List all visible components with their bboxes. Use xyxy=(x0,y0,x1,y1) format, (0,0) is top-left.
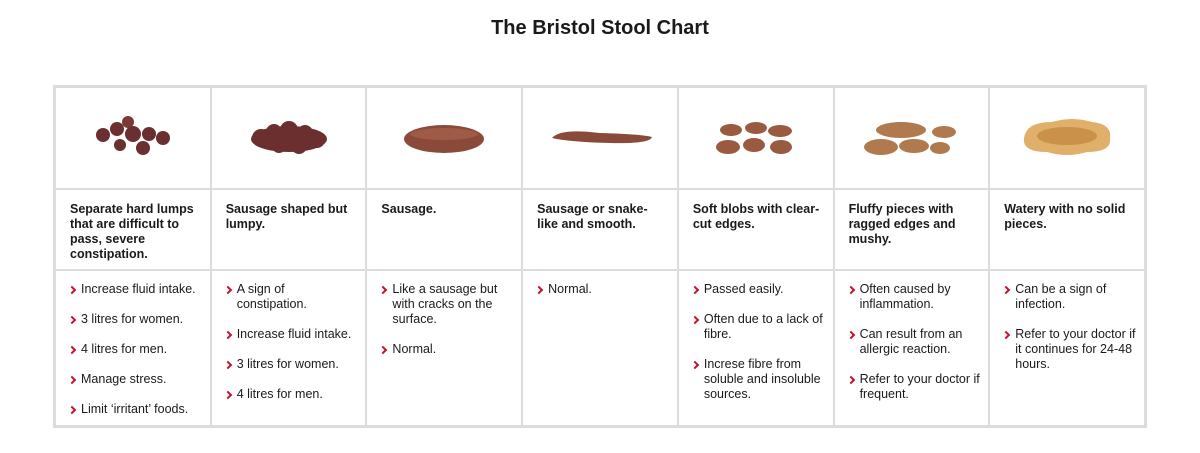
stool-illustration xyxy=(1023,119,1111,155)
advice-item: Refer to your doctor if it continues for… xyxy=(1003,327,1136,372)
advice-item: Normal. xyxy=(536,282,669,297)
advice-item: A sign of constipation. xyxy=(225,282,358,312)
description: Fluffy pieces with ragged edges and mush… xyxy=(834,190,989,269)
advice-item: Like a sausage but with cracks on the su… xyxy=(380,282,513,327)
advice-item: 3 litres for women. xyxy=(69,312,202,327)
advice-list: Can be a sign of infection. Refer to your… xyxy=(990,271,1144,425)
description: Sausage or snake-like and smooth. xyxy=(523,190,677,269)
description: Sausage shaped but lumpy. xyxy=(211,190,366,269)
title: The Bristol Stool Chart xyxy=(491,17,709,39)
illustration-cell xyxy=(834,88,989,188)
advice-item: Often caused by inflammation. xyxy=(848,282,981,312)
description: Separate hard lumps that are difficult t… xyxy=(56,190,210,269)
advice-item: Manage stress. xyxy=(69,372,202,387)
stool-illustration xyxy=(715,122,792,154)
stool-illustration xyxy=(864,122,957,155)
advice-item: Increase fluid intake. xyxy=(69,282,202,297)
advice-item: Refer to your doctor if frequent. xyxy=(848,372,981,402)
advice-item: Increse fibre from soluble and insoluble… xyxy=(692,357,825,402)
illustration-cell xyxy=(523,88,677,188)
advice-list: Passed easily. Often due to a lack of fib… xyxy=(678,271,833,425)
description: Soft blobs with clear-cut edges. xyxy=(678,190,833,269)
advice-item: Can result from an allergic reaction. xyxy=(848,327,981,357)
advice-item: Passed easily. xyxy=(692,282,825,297)
advice-item: Often due to a lack of fibre. xyxy=(692,312,825,342)
illustration-cell xyxy=(56,88,210,188)
advice-list: Normal. xyxy=(523,271,677,425)
advice-list: Increase fluid intake. 3 litres for women… xyxy=(56,271,210,425)
advice-item: Normal. xyxy=(380,342,513,357)
advice-list: Like a sausage but with cracks on the su… xyxy=(367,271,522,425)
stool-illustration xyxy=(404,125,485,153)
advice-list: Often caused by inflammation. Can result … xyxy=(834,271,989,425)
illustration-cell xyxy=(678,88,833,188)
stool-illustration xyxy=(250,121,327,154)
chart-table: Separate hard lumps that are difficult t… xyxy=(53,85,1147,428)
advice-item: Increase fluid intake. xyxy=(225,327,358,342)
illustration-cell xyxy=(990,88,1144,188)
description: Sausage. xyxy=(367,190,522,269)
illustration-cell xyxy=(367,88,522,188)
advice-list: A sign of constipation. Increase fluid in… xyxy=(211,271,366,425)
advice-item: 4 litres for men. xyxy=(69,342,202,357)
advice-item: 4 litres for men. xyxy=(225,387,358,402)
advice-item: Can be a sign of infection. xyxy=(1003,282,1136,312)
advice-item: Limit ‘irritant’ foods. xyxy=(69,402,202,417)
advice-item: 3 litres for women. xyxy=(225,357,358,372)
illustration-cell xyxy=(211,88,366,188)
description: Watery with no solid pieces. xyxy=(990,190,1144,269)
stool-illustration xyxy=(551,131,652,144)
stool-illustration xyxy=(95,116,170,155)
